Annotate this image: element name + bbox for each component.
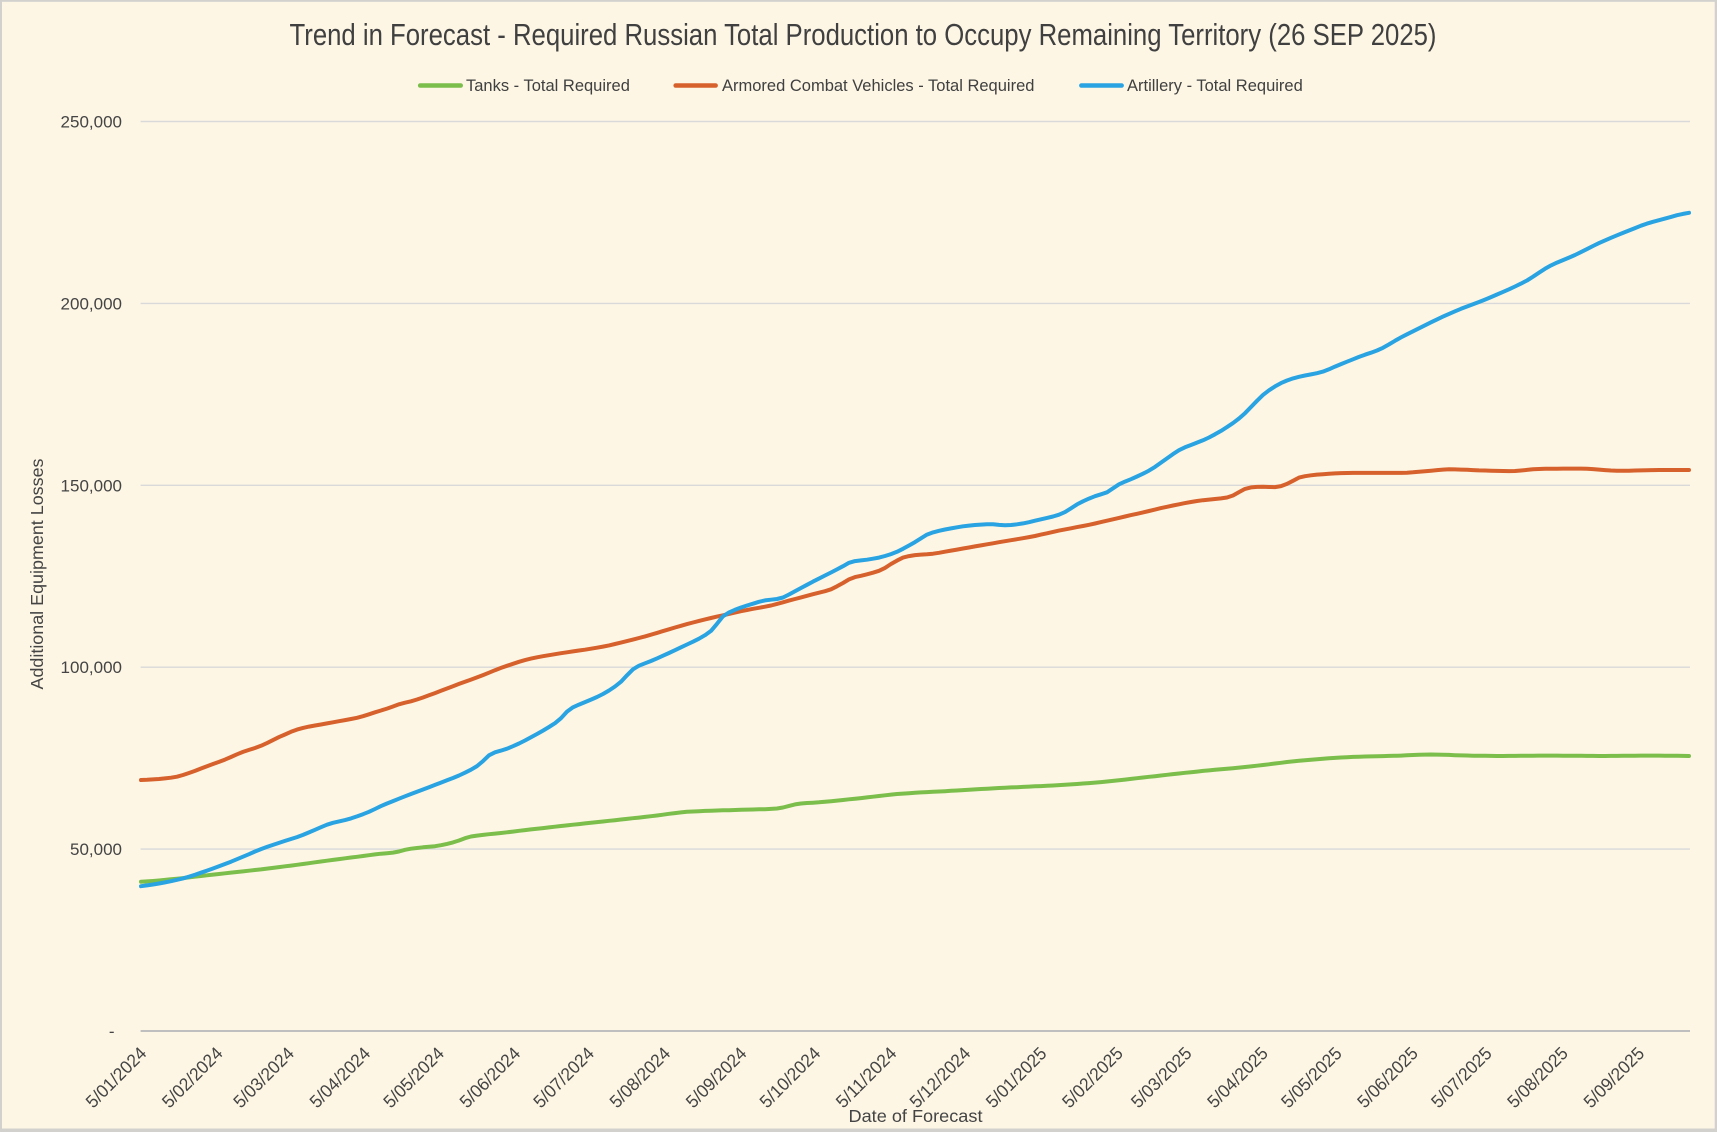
svg-text:Armored Combat Vehicles - Tota: Armored Combat Vehicles - Total Required: [722, 77, 1034, 95]
svg-text:Additional Equipment Losses: Additional Equipment Losses: [27, 458, 47, 689]
svg-text:250,000: 250,000: [61, 113, 122, 132]
svg-text:Trend in Forecast - Required R: Trend in Forecast - Required Russian Tot…: [290, 18, 1437, 52]
svg-text:-: -: [109, 1022, 115, 1041]
svg-text:150,000: 150,000: [61, 476, 122, 495]
svg-text:Artillery - Total Required: Artillery - Total Required: [1127, 77, 1303, 95]
svg-text:Tanks - Total Required: Tanks - Total Required: [466, 77, 630, 95]
svg-text:200,000: 200,000: [61, 294, 122, 313]
svg-text:Date of Forecast: Date of Forecast: [849, 1106, 983, 1126]
svg-text:50,000: 50,000: [70, 840, 122, 859]
svg-text:100,000: 100,000: [61, 658, 122, 677]
